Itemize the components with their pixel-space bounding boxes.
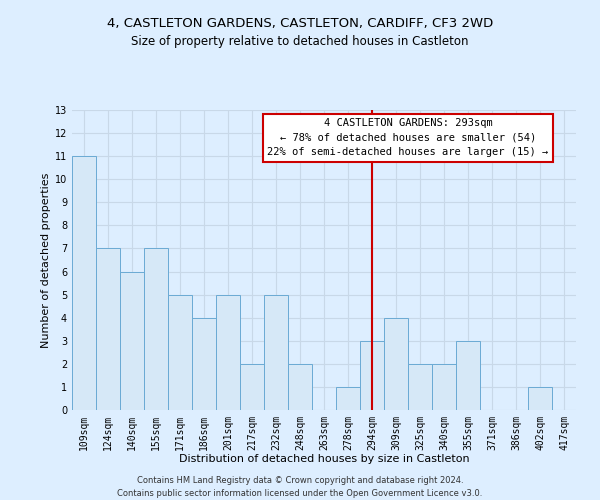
Bar [240,364,264,410]
Bar [528,387,552,410]
Bar [168,294,192,410]
Bar [360,341,384,410]
X-axis label: Distribution of detached houses by size in Castleton: Distribution of detached houses by size … [179,454,469,464]
Bar [192,318,216,410]
Text: 4 CASTLETON GARDENS: 293sqm
← 78% of detached houses are smaller (54)
22% of sem: 4 CASTLETON GARDENS: 293sqm ← 78% of det… [268,118,548,158]
Bar [72,156,96,410]
Bar [384,318,408,410]
Bar [264,294,288,410]
Bar [144,248,168,410]
Bar [96,248,120,410]
Bar [216,294,240,410]
Bar [456,341,480,410]
Text: Size of property relative to detached houses in Castleton: Size of property relative to detached ho… [131,35,469,48]
Bar [120,272,144,410]
Bar [336,387,360,410]
Y-axis label: Number of detached properties: Number of detached properties [41,172,50,348]
Text: 4, CASTLETON GARDENS, CASTLETON, CARDIFF, CF3 2WD: 4, CASTLETON GARDENS, CASTLETON, CARDIFF… [107,18,493,30]
Text: Contains HM Land Registry data © Crown copyright and database right 2024.
Contai: Contains HM Land Registry data © Crown c… [118,476,482,498]
Bar [288,364,312,410]
Bar [432,364,456,410]
Bar [408,364,432,410]
